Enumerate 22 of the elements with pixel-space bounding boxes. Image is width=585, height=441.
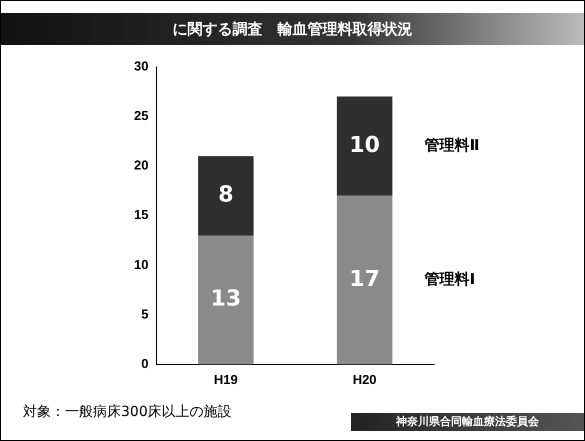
- y-tick-label: 25: [134, 108, 148, 123]
- data-label: 17: [349, 266, 380, 292]
- x-tick-label: H20: [352, 372, 377, 387]
- x-tick-label: H19: [214, 372, 238, 387]
- bar: [336, 96, 392, 196]
- text: 管理料Ⅰ: [424, 270, 476, 288]
- text: 神奈川県合同輸血療法委員会: [351, 413, 584, 431]
- bar: [336, 196, 392, 364]
- bar: [198, 235, 254, 364]
- text: 管理料Ⅱ: [424, 136, 480, 154]
- y-tick-label: 5: [141, 306, 148, 322]
- chart-title: に関する調査 輸血管理料取得状況: [1, 13, 584, 45]
- text: 対象：一般病床300床以上の施設: [23, 403, 232, 421]
- data-label: 13: [210, 286, 242, 312]
- y-tick-label: 10: [134, 256, 148, 272]
- y-tick-label: 20: [134, 158, 148, 173]
- y-tick-label: 0: [141, 356, 148, 371]
- y-tick-label: 30: [134, 58, 148, 74]
- y-tick-label: 15: [134, 207, 148, 222]
- data-label: 8: [218, 182, 234, 208]
- bar: [198, 156, 254, 236]
- data-label: 10: [349, 132, 380, 158]
